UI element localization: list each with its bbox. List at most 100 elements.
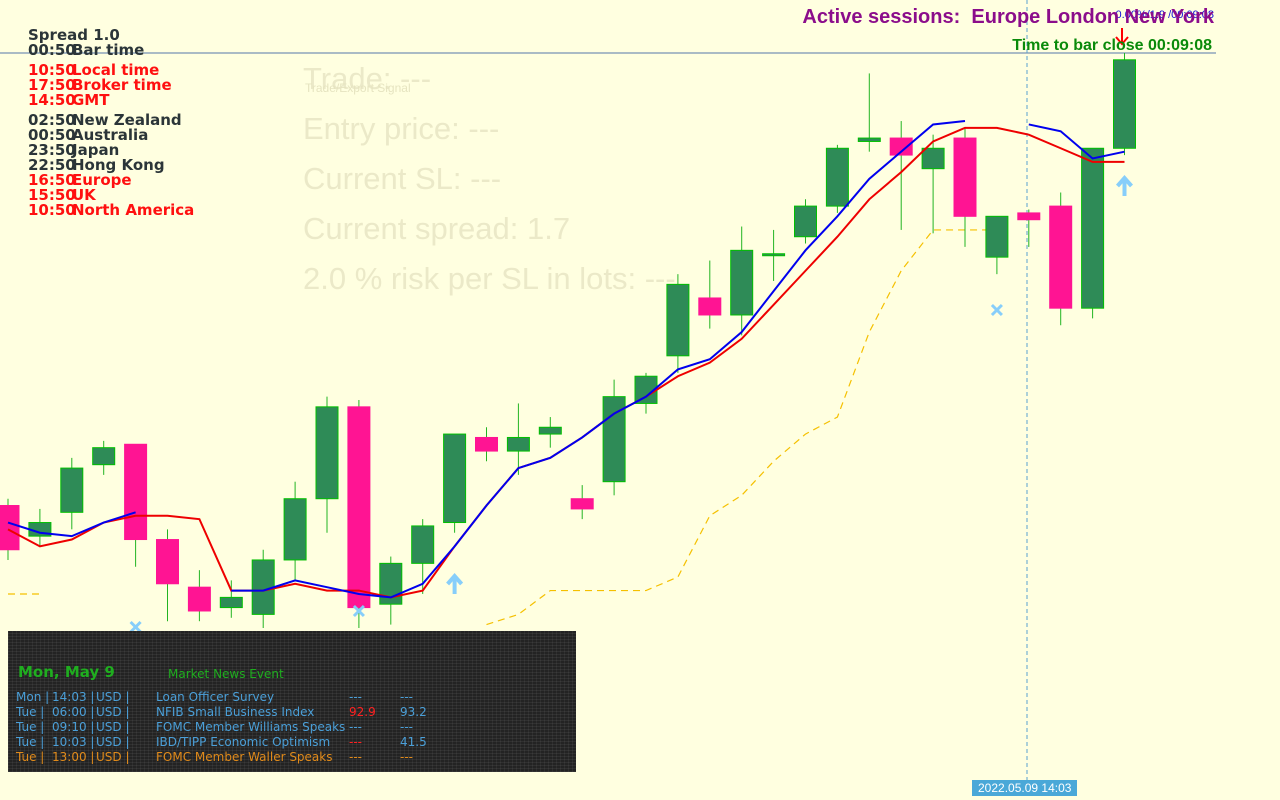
news-actual: --- <box>349 750 362 764</box>
news-time: 10:03 | <box>52 735 95 749</box>
trade-sub-label: Trade/Export Signal <box>305 81 411 95</box>
session-time: 10:50 <box>28 201 76 219</box>
bull-candle <box>411 525 435 564</box>
exit-cross-marker <box>129 620 142 634</box>
session-time: 16:50 <box>28 171 76 189</box>
news-day: Mon | <box>16 690 50 704</box>
news-actual: 92.9 <box>349 705 376 719</box>
exit-cross-marker <box>990 303 1003 317</box>
session-name: Local time <box>72 61 160 79</box>
news-forecast: --- <box>400 690 413 704</box>
news-day: Tue | <box>16 720 45 734</box>
news-event: IBD/TIPP Economic Optimism <box>156 735 331 749</box>
news-currency: USD | <box>96 735 130 749</box>
news-currency: USD | <box>96 750 130 764</box>
news-currency: USD | <box>96 705 130 719</box>
bear-candle <box>156 539 179 585</box>
news-header-label: Market News Event <box>168 667 284 681</box>
buy-arrow-marker <box>446 572 464 586</box>
candles <box>0 53 1136 628</box>
current-spread-label: Current spread: 1.7 <box>303 211 571 246</box>
news-time: 06:00 | <box>52 705 95 719</box>
ma-blue-line <box>1028 123 1125 160</box>
news-event: Loan Officer Survey <box>156 690 275 704</box>
news-actual: --- <box>349 735 362 749</box>
session-name: North America <box>72 201 195 219</box>
buy-arrow-marker <box>1115 174 1134 188</box>
session-name: Japan <box>72 141 120 159</box>
trailing-stop-line <box>8 229 997 626</box>
session-time: 15:50 <box>28 186 76 204</box>
bull-candle <box>666 283 690 357</box>
news-actual: --- <box>349 720 362 734</box>
bull-candle <box>219 596 243 609</box>
session-time: 00:50 <box>28 126 76 144</box>
bull-candle <box>762 253 786 257</box>
news-currency: USD | <box>96 690 130 704</box>
session-time: 02:50 <box>28 111 76 129</box>
news-currency: USD | <box>96 720 130 734</box>
session-time: 23:50 <box>28 141 76 159</box>
bear-candle <box>889 137 913 156</box>
bull-candle <box>857 137 881 142</box>
bear-candle <box>0 505 20 551</box>
bull-candle <box>60 467 84 513</box>
news-time: 09:10 | <box>52 720 95 734</box>
ma-blue-line <box>231 120 966 599</box>
signal-markers <box>129 28 1134 634</box>
bear-candle <box>570 498 594 510</box>
news-forecast: --- <box>400 720 413 734</box>
moving-averages <box>7 120 1125 599</box>
bull-candle <box>506 436 530 452</box>
bear-candle <box>475 436 498 452</box>
bull-candle <box>1113 59 1136 149</box>
news-event: FOMC Member Waller Speaks <box>156 750 333 764</box>
bar-close-timer: Time to bar close 00:09:08 <box>1012 37 1212 54</box>
session-time: 22:50 <box>28 156 76 174</box>
session-time: 14:50 <box>28 91 76 109</box>
news-time: 13:00 | <box>52 750 95 764</box>
session-name: GMT <box>72 91 110 109</box>
trade-info-panel: Trade: --- Trade/Export Signal Entry pri… <box>303 54 676 304</box>
news-panel[interactable]: Mon, May 9 Market News Event Mon | 14:03 … <box>8 631 576 772</box>
news-event: NFIB Small Business Index <box>156 705 315 719</box>
session-name: Australia <box>72 126 149 144</box>
down-arrow-icon <box>1115 28 1129 46</box>
trade-label: Trade: --- <box>303 61 432 96</box>
bear-candle <box>187 586 211 612</box>
bull-candle <box>825 147 849 207</box>
ma-blue-line <box>7 511 136 538</box>
session-time: 17:50 <box>28 76 76 94</box>
bear-candle <box>698 297 722 316</box>
news-forecast: 41.5 <box>400 735 427 749</box>
news-actual: --- <box>349 690 362 704</box>
bear-candle <box>347 406 371 609</box>
session-name: UK <box>72 186 96 204</box>
bull-candle <box>92 447 116 466</box>
bull-candle <box>538 426 562 435</box>
bull-candle <box>730 249 754 316</box>
session-time: 00:50 <box>28 41 76 59</box>
session-name: Hong Kong <box>72 156 165 174</box>
session-name: Europe <box>72 171 132 189</box>
news-forecast: 93.2 <box>400 705 427 719</box>
bull-candle <box>315 406 339 500</box>
bull-candle <box>921 147 945 170</box>
active-sessions-list: Europe London New York <box>971 6 1214 28</box>
trailing-stop-segment <box>486 229 997 626</box>
session-name: Bar time <box>72 41 145 59</box>
bull-candle <box>283 498 307 561</box>
bull-candle <box>985 215 1009 258</box>
active-sessions-prefix: Active sessions: <box>802 6 961 28</box>
news-day: Tue | <box>16 750 45 764</box>
session-name: New Zealand <box>72 111 182 129</box>
bear-candle <box>953 137 977 217</box>
bull-candle <box>443 433 467 524</box>
news-forecast: --- <box>400 750 413 764</box>
news-day: Tue | <box>16 705 45 719</box>
news-time: 14:03 | <box>52 690 95 704</box>
bear-candle <box>1017 212 1041 221</box>
current-sl-label: Current SL: --- <box>303 161 502 196</box>
crosshair-time-label: 2022.05.09 14:03 <box>972 780 1078 796</box>
